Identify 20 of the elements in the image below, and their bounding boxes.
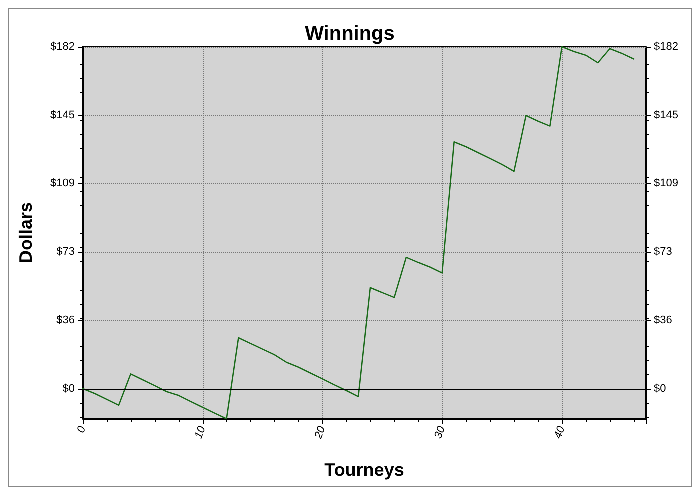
y-tick-label: $36 xyxy=(56,314,75,326)
y-tick-label: $73 xyxy=(56,246,75,258)
x-axis-title: Tourneys xyxy=(324,460,404,480)
x-tick-label: 10 xyxy=(192,424,209,441)
chart-title: Winnings xyxy=(305,23,395,45)
y-tick-label: $145 xyxy=(50,109,75,122)
x-tick-label: 40 xyxy=(552,424,568,441)
y2-tick-label: $109 xyxy=(654,178,678,190)
y2-tick-label: $182 xyxy=(654,41,678,53)
y2-tick-label: $73 xyxy=(654,246,672,258)
y-tick-label: $182 xyxy=(50,41,75,53)
y-tick-label: $0 xyxy=(62,382,75,395)
y2-tick-label: $36 xyxy=(654,314,672,326)
x-tick-label: 20 xyxy=(312,424,329,442)
y2-tick-label: $0 xyxy=(654,382,666,395)
x-tick-label: 30 xyxy=(432,424,448,441)
y2-tick-label: $145 xyxy=(654,109,678,122)
y-axis-title: Dollars xyxy=(16,202,36,264)
y-tick-label: $109 xyxy=(50,178,75,190)
x-tick-label: 0 xyxy=(75,424,89,435)
